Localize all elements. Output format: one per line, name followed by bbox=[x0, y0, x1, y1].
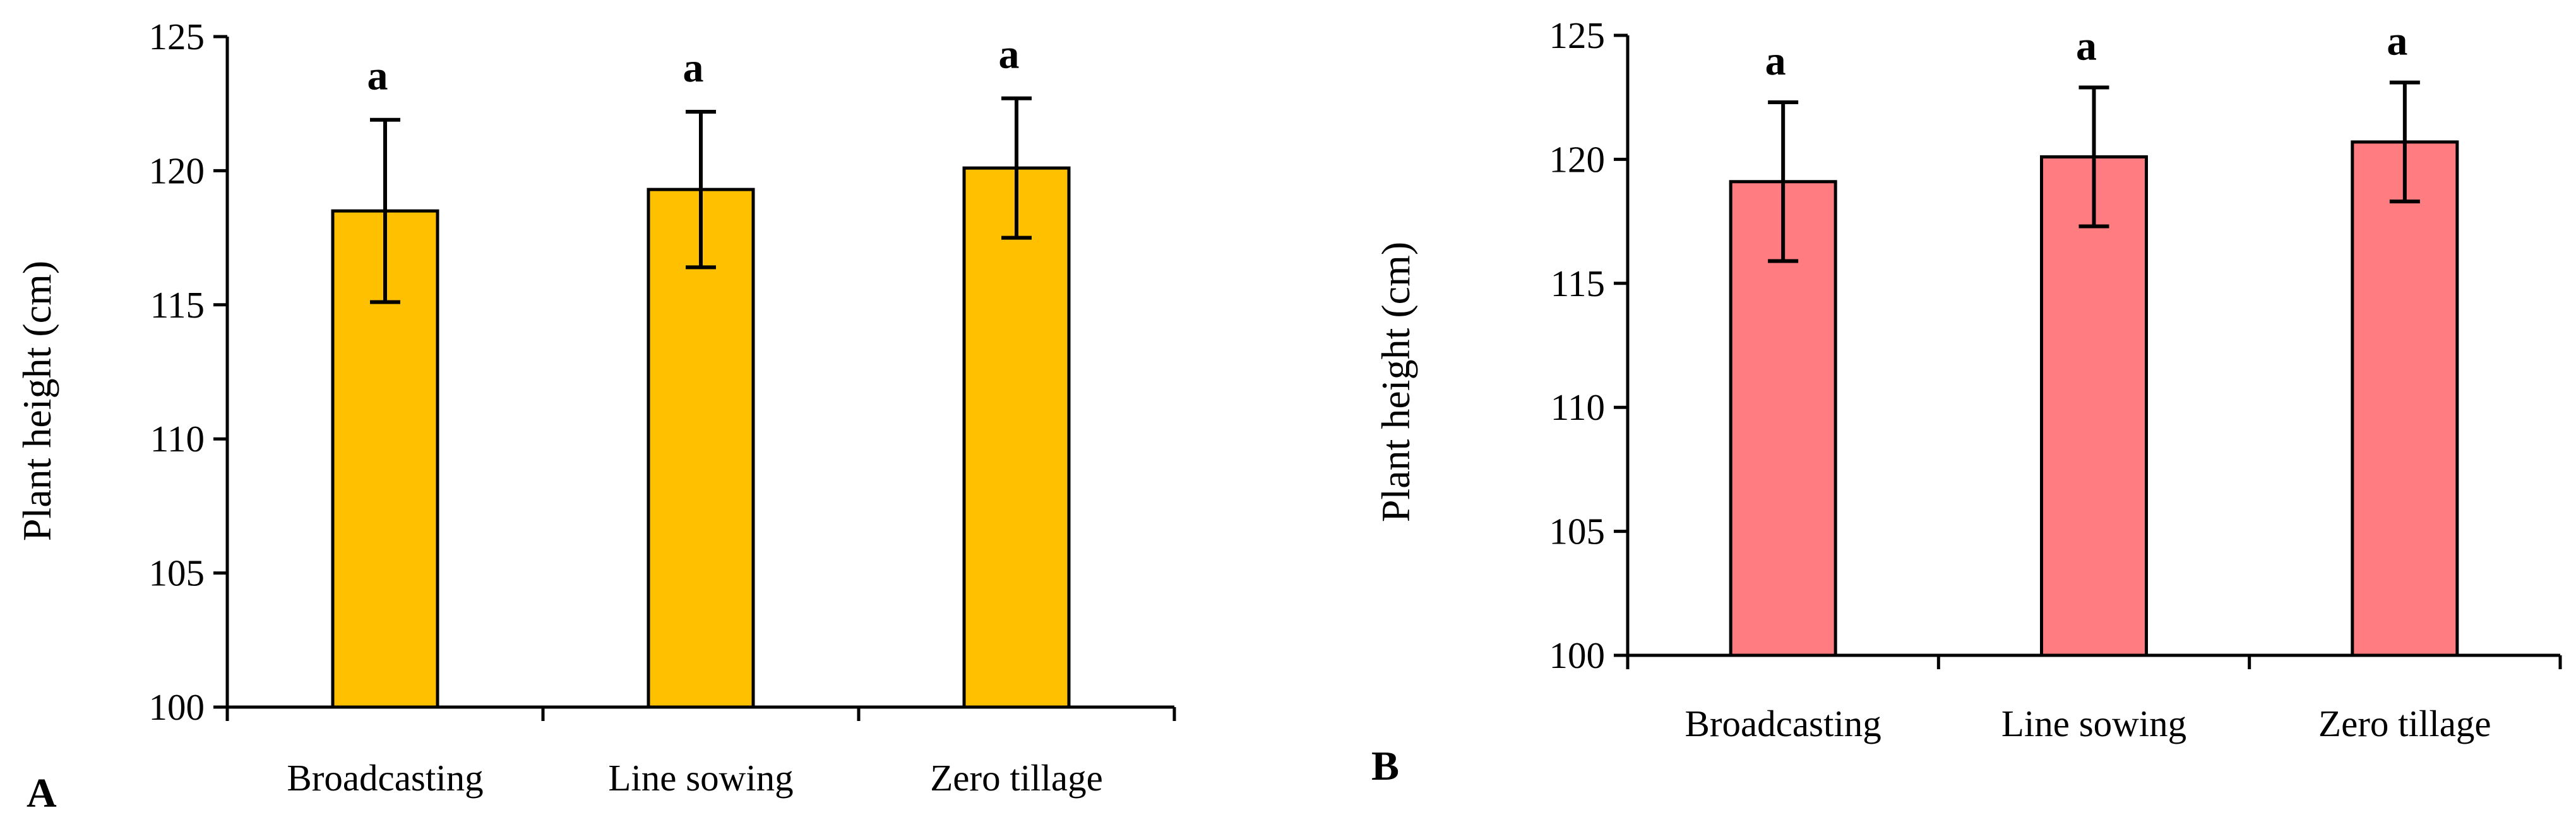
chart-b-y-axis-title: Plant height (cm) bbox=[1373, 242, 1418, 522]
chart-a-y-tick-label: 125 bbox=[149, 16, 205, 57]
chart-b-significance-label: a bbox=[2076, 23, 2097, 69]
chart-a-x-tick-label: Zero tillage bbox=[930, 757, 1103, 799]
chart-a-y-tick-label: 120 bbox=[149, 150, 205, 191]
chart-b-x-tick-label: Broadcasting bbox=[1685, 703, 1881, 744]
chart-b-y-tick-label: 125 bbox=[1549, 15, 1606, 56]
chart-b-y-tick-label: 110 bbox=[1551, 386, 1605, 428]
chart-b-y-tick-label: 105 bbox=[1549, 511, 1606, 552]
chart-b-bar bbox=[2351, 140, 2459, 657]
chart-a-bar bbox=[647, 188, 755, 709]
chart-b-y-tick-label: 120 bbox=[1549, 138, 1606, 180]
chart-b-x-tick-label: Zero tillage bbox=[2318, 703, 2491, 744]
chart-a-y-tick-label: 115 bbox=[150, 284, 205, 326]
chart-a-y-tick-label: 100 bbox=[149, 686, 205, 728]
chart-a-bar bbox=[962, 166, 1071, 709]
chart-a-y-axis-title: Plant height (cm) bbox=[15, 261, 59, 541]
chart-a-significance-label: a bbox=[367, 53, 388, 99]
chart-a-y-tick-label: 105 bbox=[149, 552, 205, 594]
chart-b-y-tick-label: 100 bbox=[1549, 634, 1606, 676]
chart-b: Plant height (cm) B 100 105 110 115 120 125 a B… bbox=[1371, 15, 2562, 789]
chart-a-y-tick-label: 110 bbox=[150, 418, 205, 460]
chart-a: Plant height (cm) A 100 105 110 115 120 125 a B… bbox=[15, 16, 1176, 816]
chart-b-panel-label: B bbox=[1371, 743, 1399, 789]
chart-a-significance-label: a bbox=[683, 45, 704, 91]
chart-b-y-tick-label: 115 bbox=[1551, 263, 1605, 304]
chart-b-bar bbox=[2040, 155, 2148, 657]
chart-b-significance-label: a bbox=[2387, 18, 2407, 64]
chart-b-x-tick-label: Line sowing bbox=[2001, 703, 2186, 744]
chart-a-significance-label: a bbox=[999, 32, 1020, 78]
chart-a-x-tick-label: Line sowing bbox=[608, 757, 793, 799]
chart-a-panel-label: A bbox=[27, 770, 57, 816]
chart-a-x-tick-label: Broadcasting bbox=[287, 757, 483, 799]
chart-b-significance-label: a bbox=[1765, 38, 1786, 84]
